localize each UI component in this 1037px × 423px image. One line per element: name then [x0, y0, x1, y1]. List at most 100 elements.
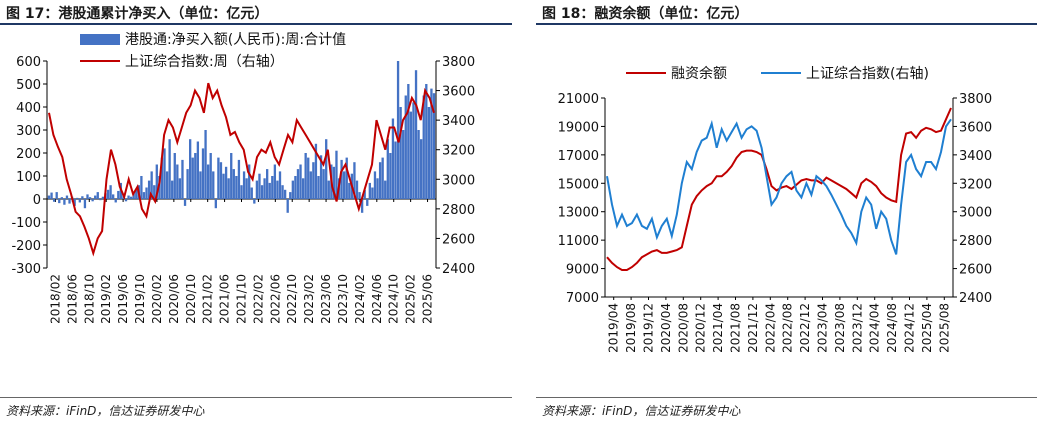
title-rule — [0, 23, 512, 25]
bar — [286, 199, 289, 213]
x-tick-label: 2022/06 — [268, 274, 282, 324]
y-left-tick-label: 100 — [16, 170, 41, 185]
x-tick-label: 2023/10 — [336, 274, 350, 324]
bar — [394, 141, 397, 199]
bar — [196, 141, 200, 199]
x-tick-label: 2022/10 — [285, 274, 299, 324]
y-left-tick-label: 11000 — [558, 234, 599, 249]
bar — [407, 84, 410, 199]
bar — [50, 192, 53, 199]
y-left-tick-label: 400 — [16, 101, 41, 116]
bar — [155, 164, 158, 199]
bar — [276, 180, 279, 199]
y-right-tick-label: 3200 — [959, 177, 992, 192]
bar — [296, 169, 300, 199]
bar — [409, 111, 413, 199]
bar — [432, 93, 436, 199]
y-left-tick-label: 13000 — [558, 206, 599, 221]
bar — [368, 182, 371, 199]
x-tick-label: 2024/08 — [885, 303, 899, 353]
x-tick-label: 2021/12 — [746, 303, 760, 353]
bar — [332, 166, 336, 199]
y-right-tick-label: 3000 — [959, 206, 992, 221]
x-tick-label: 2022/02 — [251, 274, 265, 324]
bar — [266, 169, 269, 199]
x-tick-label: 2025/02 — [404, 274, 418, 324]
bar — [217, 157, 220, 199]
bar — [427, 107, 431, 199]
bar — [242, 171, 246, 199]
bar — [135, 189, 138, 199]
y-right-tick-label: 2800 — [442, 203, 475, 218]
bar — [99, 199, 102, 201]
bar — [283, 189, 287, 199]
x-tick-label: 2025/08 — [937, 303, 951, 353]
bar — [294, 176, 297, 199]
legend-swatch — [80, 34, 120, 45]
bar — [340, 159, 343, 199]
bar — [240, 185, 243, 199]
bar — [314, 143, 318, 199]
x-tick-label: 2020/08 — [676, 303, 690, 353]
bar — [268, 182, 271, 199]
bar — [150, 171, 153, 199]
bar — [112, 194, 115, 199]
bar — [68, 199, 71, 204]
bar — [189, 139, 192, 199]
x-tick-label: 2020/04 — [659, 303, 673, 353]
bar — [271, 176, 274, 199]
bar — [201, 148, 205, 199]
bar — [55, 192, 58, 199]
bar — [191, 157, 194, 199]
bar — [391, 118, 395, 199]
bar — [417, 130, 420, 199]
chart-margin-balance-svg: 7000 9000 11000 13000 15000 17000 19000 21000 24… — [558, 65, 992, 353]
y-left-tick-label: -300 — [11, 262, 41, 277]
bar — [353, 162, 356, 199]
bar — [386, 139, 389, 199]
bar — [343, 171, 346, 199]
x-tick-label: 2021/08 — [729, 303, 743, 353]
bar — [414, 70, 418, 199]
y-right-tick-label: 3000 — [442, 173, 475, 188]
y-left-tick-label: 21000 — [558, 92, 599, 107]
bar — [58, 199, 61, 204]
y-left-tick-label: 17000 — [558, 149, 599, 164]
bar — [235, 176, 238, 199]
bar — [114, 199, 117, 203]
x-tick-label: 2018/02 — [48, 274, 62, 324]
bar — [60, 197, 63, 199]
bar — [76, 197, 79, 199]
source-rule — [536, 397, 1037, 398]
bar — [425, 84, 428, 199]
y-right-tick-label: 3600 — [959, 120, 992, 135]
bar — [281, 185, 284, 199]
y-right-tick-label: 3600 — [442, 85, 475, 100]
bar — [273, 164, 277, 199]
bar — [206, 164, 210, 199]
bar — [373, 171, 377, 199]
y-right-tick-label: 2600 — [959, 263, 992, 278]
y-right-tick-label: 2800 — [959, 234, 992, 249]
bar — [348, 182, 351, 199]
bar — [327, 180, 330, 199]
bar — [199, 171, 202, 199]
x-tick-label: 2024/02 — [353, 274, 367, 324]
x-tick-label: 2023/04 — [816, 303, 830, 353]
bar — [248, 164, 251, 199]
bar — [404, 95, 407, 199]
bar — [78, 199, 81, 203]
bar — [194, 153, 197, 199]
y-right-tick-label: 3400 — [959, 149, 992, 164]
y-left-tick-label: 7000 — [566, 291, 599, 306]
bar — [224, 166, 228, 199]
bar — [319, 155, 323, 199]
y-right-tick-label: 2600 — [442, 232, 475, 247]
bar — [258, 173, 261, 199]
bar — [178, 178, 182, 199]
x-tick-label: 2021/04 — [711, 303, 725, 353]
y-left-tick-label: 600 — [16, 55, 41, 70]
y-left-tick-label: 15000 — [558, 177, 599, 192]
bar — [209, 153, 212, 199]
bar — [214, 199, 217, 209]
